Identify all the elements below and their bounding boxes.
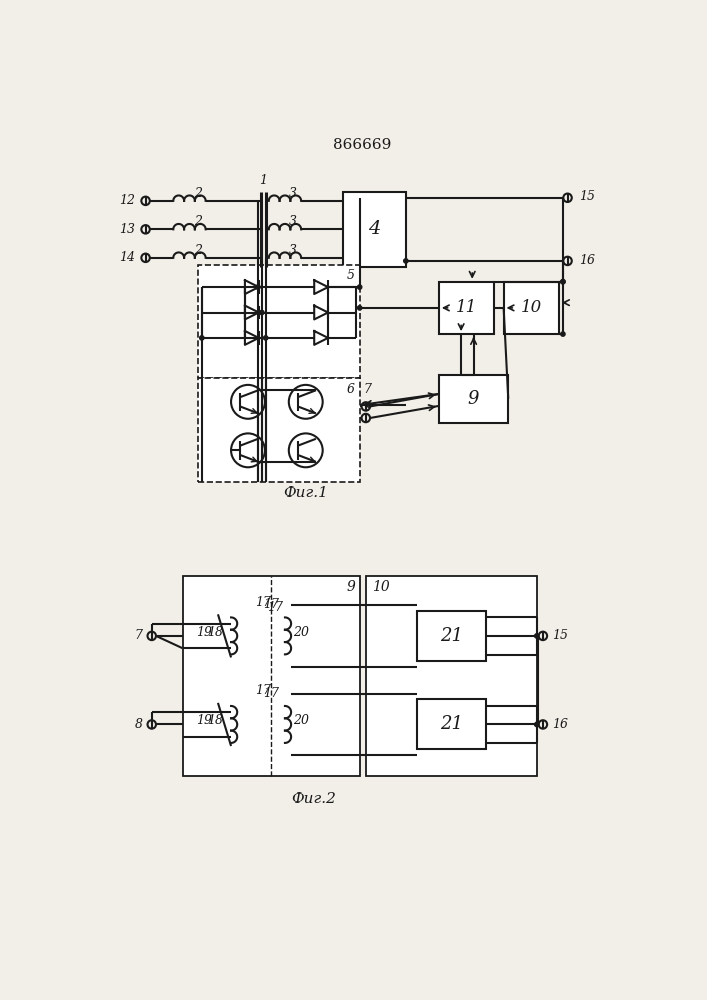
Circle shape [534, 634, 539, 638]
Bar [439, 282, 494, 334]
Text: 17: 17 [255, 596, 271, 609]
Text: 9: 9 [468, 390, 479, 408]
Text: 9: 9 [346, 580, 355, 594]
Bar [416, 611, 486, 661]
Text: 18: 18 [207, 626, 223, 639]
Text: 3: 3 [289, 244, 297, 257]
Circle shape [264, 336, 268, 340]
Text: 13: 13 [119, 223, 135, 236]
Circle shape [358, 285, 362, 289]
Text: 15: 15 [579, 190, 595, 204]
Text: Фиг.2: Фиг.2 [291, 792, 336, 806]
Text: 12: 12 [119, 194, 135, 207]
Text: 3: 3 [289, 187, 297, 200]
Circle shape [404, 259, 408, 263]
Circle shape [358, 306, 362, 310]
Circle shape [561, 280, 565, 284]
Text: 19: 19 [197, 626, 213, 639]
Text: 19: 19 [197, 714, 213, 727]
Text: 17: 17 [267, 601, 283, 614]
Text: 7: 7 [363, 383, 371, 396]
Text: 17: 17 [263, 598, 279, 611]
Text: 14: 14 [119, 251, 135, 264]
Bar [182, 576, 360, 776]
Bar [198, 378, 360, 482]
Text: 11: 11 [456, 299, 477, 316]
Text: 16: 16 [552, 718, 568, 731]
Circle shape [259, 310, 264, 315]
Circle shape [256, 285, 260, 289]
Bar [503, 282, 559, 334]
Text: 10: 10 [372, 580, 390, 594]
Circle shape [534, 722, 539, 727]
Text: 2: 2 [194, 187, 201, 200]
Text: 20: 20 [293, 714, 310, 727]
Bar [198, 265, 360, 378]
Circle shape [199, 336, 204, 340]
Text: 15: 15 [552, 629, 568, 642]
Text: Фиг.1: Фиг.1 [284, 486, 328, 500]
Text: 17: 17 [263, 687, 279, 700]
Text: 2: 2 [194, 215, 201, 228]
Text: 6: 6 [347, 383, 355, 396]
Bar [343, 192, 406, 267]
Text: 5: 5 [347, 269, 355, 282]
Bar [416, 699, 486, 749]
Bar [366, 576, 537, 776]
Bar [439, 375, 508, 423]
Text: 10: 10 [521, 299, 542, 316]
Text: 8: 8 [134, 718, 143, 731]
Text: 17: 17 [255, 684, 271, 698]
Text: 2: 2 [194, 244, 201, 257]
Text: 1: 1 [259, 174, 267, 187]
Text: 4: 4 [368, 220, 380, 238]
Circle shape [561, 280, 565, 284]
Text: 16: 16 [579, 254, 595, 267]
Text: 866669: 866669 [333, 138, 391, 152]
Text: 18: 18 [207, 714, 223, 727]
Text: 3: 3 [289, 215, 297, 228]
Text: 20: 20 [293, 626, 310, 639]
Text: 21: 21 [440, 627, 463, 645]
Text: 7: 7 [134, 629, 143, 642]
Text: 21: 21 [440, 715, 463, 733]
Circle shape [561, 332, 565, 336]
